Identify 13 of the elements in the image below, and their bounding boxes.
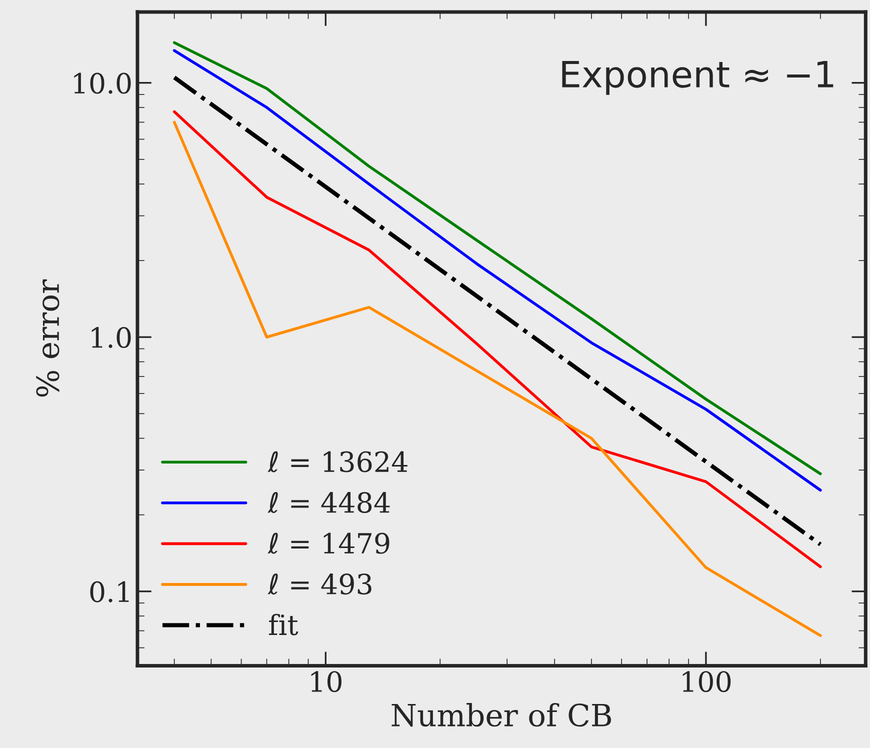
- y-tick-label: 10.0: [74, 72, 131, 94]
- annotation: Exponent ≈ −1: [562, 60, 834, 95]
- x-tick-label: 10: [311, 671, 342, 692]
- legend-label: ℓ = 493: [268, 574, 372, 595]
- x-axis-title: Number of CB: [392, 703, 611, 727]
- x-tick-label: 100: [682, 671, 731, 692]
- y-axis-title: % error: [36, 279, 60, 397]
- y-tick-label: 1.0: [92, 327, 131, 348]
- legend-label: ℓ = 1479: [268, 532, 390, 554]
- y-tick-label: 0.1: [90, 581, 129, 602]
- legend-label: ℓ = 13624: [268, 451, 408, 472]
- legend-label: fit: [269, 614, 298, 636]
- legend-label: ℓ = 4484: [268, 492, 390, 514]
